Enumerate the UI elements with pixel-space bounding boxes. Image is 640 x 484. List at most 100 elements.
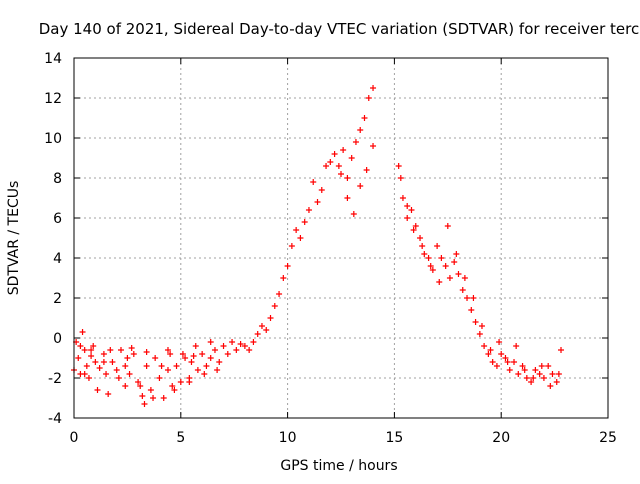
data-point bbox=[344, 175, 351, 181]
y-tick-label: 2 bbox=[53, 291, 62, 307]
data-point bbox=[216, 359, 223, 365]
data-point bbox=[363, 167, 370, 173]
data-point bbox=[207, 355, 214, 361]
data-point bbox=[489, 359, 496, 365]
data-point bbox=[361, 115, 368, 121]
x-tick-label: 15 bbox=[385, 430, 403, 446]
data-point bbox=[399, 195, 406, 201]
data-point bbox=[164, 347, 171, 353]
x-axis-title: GPS time / hours bbox=[280, 458, 397, 474]
axis-ticks: 0 5 10 15 20 25 -4 -2 0 2 4 6 8 10 12 14 bbox=[44, 51, 617, 446]
data-point bbox=[141, 401, 148, 407]
data-point bbox=[487, 347, 494, 353]
data-point bbox=[96, 365, 103, 371]
data-point bbox=[115, 375, 122, 381]
data-point bbox=[476, 331, 483, 337]
y-tick-label: -2 bbox=[48, 371, 62, 387]
data-point bbox=[408, 207, 415, 213]
data-point bbox=[124, 355, 131, 361]
data-point bbox=[143, 349, 150, 355]
x-tick-label: 20 bbox=[492, 430, 510, 446]
data-point bbox=[513, 343, 520, 349]
data-point bbox=[182, 355, 189, 361]
data-point bbox=[90, 343, 97, 349]
data-point bbox=[150, 395, 157, 401]
data-point bbox=[137, 383, 144, 389]
y-tick-label: 4 bbox=[53, 251, 62, 267]
data-point bbox=[370, 85, 377, 91]
data-point bbox=[167, 351, 174, 357]
data-point bbox=[135, 379, 142, 385]
data-point bbox=[331, 151, 338, 157]
data-point bbox=[338, 171, 344, 177]
data-point bbox=[511, 359, 518, 365]
data-point bbox=[461, 275, 468, 281]
data-point bbox=[419, 243, 426, 249]
data-point bbox=[493, 363, 500, 369]
data-point bbox=[327, 159, 334, 165]
data-point bbox=[395, 163, 402, 169]
data-point bbox=[555, 371, 562, 377]
data-points bbox=[71, 85, 565, 407]
data-point bbox=[246, 347, 253, 353]
data-point bbox=[464, 295, 471, 301]
data-point bbox=[211, 347, 218, 353]
data-point bbox=[173, 363, 180, 369]
chart-title: Day 140 of 2021, Sidereal Day-to-day VTE… bbox=[39, 20, 640, 38]
data-point bbox=[122, 363, 129, 369]
data-point bbox=[357, 127, 364, 133]
data-point bbox=[404, 215, 411, 221]
data-point bbox=[553, 379, 560, 385]
data-point bbox=[421, 251, 428, 257]
data-point bbox=[284, 263, 291, 269]
y-tick-label: 8 bbox=[53, 171, 62, 187]
data-point bbox=[224, 351, 231, 357]
data-point bbox=[549, 371, 556, 377]
data-point bbox=[117, 347, 124, 353]
x-tick-label: 5 bbox=[176, 430, 185, 446]
data-point bbox=[156, 375, 163, 381]
data-point bbox=[470, 295, 477, 301]
data-point bbox=[335, 163, 342, 169]
data-point bbox=[171, 387, 178, 393]
data-point bbox=[207, 339, 214, 345]
data-point bbox=[498, 351, 505, 357]
data-point bbox=[323, 163, 330, 169]
data-point bbox=[109, 359, 116, 365]
data-point bbox=[254, 331, 261, 337]
data-point bbox=[77, 343, 84, 349]
data-point bbox=[438, 255, 445, 261]
data-point bbox=[410, 227, 417, 233]
data-point bbox=[523, 375, 530, 381]
data-point bbox=[310, 179, 317, 185]
data-point bbox=[237, 341, 244, 347]
data-point bbox=[340, 147, 347, 153]
data-point bbox=[547, 383, 554, 389]
data-point bbox=[536, 371, 543, 377]
data-point bbox=[436, 279, 443, 285]
data-point bbox=[352, 139, 359, 145]
data-point bbox=[318, 187, 325, 193]
data-point bbox=[481, 343, 488, 349]
data-point bbox=[214, 367, 221, 373]
data-point bbox=[519, 363, 526, 369]
data-point bbox=[446, 275, 453, 281]
data-point bbox=[540, 375, 547, 381]
x-tick-label: 0 bbox=[70, 430, 79, 446]
data-point bbox=[412, 223, 419, 229]
data-point bbox=[152, 355, 159, 361]
data-point bbox=[177, 379, 184, 385]
data-point bbox=[444, 223, 451, 229]
data-point bbox=[365, 95, 372, 101]
data-point bbox=[201, 371, 208, 377]
data-point bbox=[229, 339, 236, 345]
y-tick-label: 0 bbox=[53, 331, 62, 347]
data-point bbox=[472, 319, 479, 325]
data-point bbox=[122, 383, 129, 389]
data-point bbox=[83, 363, 90, 369]
data-point bbox=[276, 291, 283, 297]
y-tick-label: 10 bbox=[44, 131, 62, 147]
data-point bbox=[258, 323, 265, 329]
